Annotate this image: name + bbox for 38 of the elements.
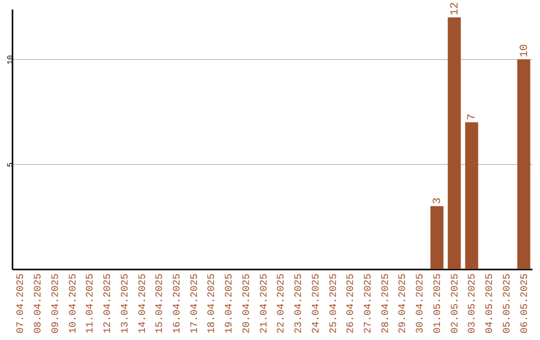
x-tick-label: 28.04.2025: [380, 274, 392, 334]
x-tick-label: 26.04.2025: [346, 274, 358, 334]
x-tick-label: 02.05.2025: [450, 274, 462, 334]
x-tick-label: 20.04.2025: [242, 274, 253, 334]
x-tick-label: 19.04.2025: [224, 274, 236, 334]
data-label: 12: [449, 2, 462, 16]
bar: [517, 59, 530, 269]
x-tick-label: 04.05.2025: [485, 274, 496, 334]
data-label: 7: [466, 114, 479, 120]
x-tick-label: 08.04.2025: [34, 274, 45, 334]
x-tick-label: 13.04.2025: [120, 274, 132, 334]
bar: [430, 206, 444, 269]
x-tick-label: 23.04.2025: [294, 274, 306, 334]
bar: [465, 122, 478, 269]
data-label: 10: [518, 44, 531, 58]
x-tick-label: 06.05.2025: [520, 274, 531, 334]
x-tick-label: 27.04.2025: [363, 274, 374, 334]
x-tick-label: 25.04.2025: [328, 274, 340, 334]
x-tick-label: 12.04.2025: [103, 274, 114, 334]
x-tick-label: 17.04.2025: [190, 274, 201, 334]
x-tick-label: 22.04.2025: [276, 274, 288, 334]
x-tick-label: 16.04.2025: [172, 274, 184, 334]
x-tick-label: 18.04.2025: [207, 274, 218, 334]
x-tick-label: 15.04.2025: [155, 274, 166, 334]
x-tick-label: 24.04.2025: [311, 274, 322, 334]
x-tick-label: 30.04.2025: [416, 274, 427, 334]
bar: [448, 17, 461, 269]
x-tick-label: 05.05.2025: [502, 274, 514, 334]
data-label: 3: [432, 197, 444, 204]
x-tick-label: 09.04.2025: [50, 274, 62, 334]
x-tick-label: 07.04.2025: [16, 274, 28, 334]
x-tick-label: 21.04.2025: [259, 274, 270, 334]
x-tick-label: 03.05.2025: [468, 274, 479, 334]
x-tick-label: 11.04.2025: [86, 274, 97, 334]
x-tick-label: 29.04.2025: [398, 274, 410, 334]
x-tick-label: 14.04.2025: [138, 274, 149, 334]
x-tick-label: 01.05.2025: [432, 274, 444, 334]
x-tick-label: 10.04.2025: [68, 274, 80, 334]
